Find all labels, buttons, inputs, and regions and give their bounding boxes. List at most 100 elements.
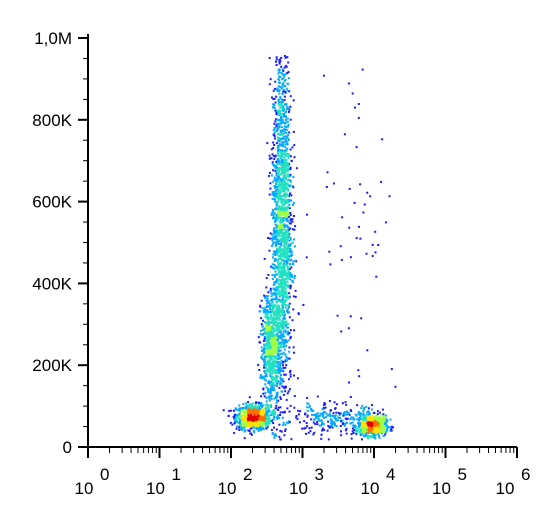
data-point <box>285 163 288 166</box>
data-point <box>264 361 267 364</box>
data-point <box>306 213 309 216</box>
data-point <box>249 406 252 409</box>
data-point <box>386 425 389 428</box>
data-point <box>306 402 309 405</box>
data-point <box>358 418 360 421</box>
data-point <box>273 311 276 314</box>
data-point <box>265 332 268 335</box>
data-point <box>269 354 272 357</box>
data-point <box>365 413 368 416</box>
data-point <box>270 292 273 295</box>
data-point <box>278 435 281 438</box>
data-point <box>273 345 276 348</box>
data-point <box>281 161 284 164</box>
data-point <box>283 282 286 285</box>
data-point <box>276 152 279 155</box>
data-point <box>306 406 309 409</box>
data-point <box>266 309 268 312</box>
data-point <box>362 416 365 419</box>
data-point <box>282 360 285 363</box>
data-point <box>281 411 284 414</box>
data-point <box>264 306 267 309</box>
data-point <box>288 239 291 242</box>
data-point <box>287 153 290 156</box>
data-point <box>339 425 342 427</box>
data-point <box>273 198 276 200</box>
data-point <box>275 286 278 289</box>
data-point <box>276 168 279 171</box>
data-point <box>282 207 285 210</box>
data-point <box>272 133 275 136</box>
data-point <box>286 326 289 329</box>
data-point <box>286 195 289 197</box>
data-point <box>286 211 289 214</box>
data-point <box>277 109 280 112</box>
data-point <box>286 117 289 120</box>
data-point <box>340 258 343 261</box>
data-point <box>282 366 285 369</box>
data-point <box>286 108 289 110</box>
data-point <box>310 418 313 421</box>
data-point <box>312 421 315 424</box>
data-point <box>265 336 268 339</box>
data-point <box>344 417 347 420</box>
y-tick-label: 400K <box>32 274 72 293</box>
data-point <box>344 413 347 416</box>
data-point <box>293 395 296 397</box>
data-point <box>261 328 264 331</box>
data-point <box>288 108 291 111</box>
data-point <box>277 119 280 122</box>
data-point <box>278 180 281 183</box>
data-point <box>264 354 267 357</box>
data-point <box>374 420 377 423</box>
data-point <box>293 406 296 409</box>
data-point <box>230 409 233 412</box>
data-point <box>287 296 290 299</box>
data-point <box>261 333 264 335</box>
data-point <box>328 414 331 417</box>
data-point <box>272 326 275 329</box>
data-point <box>270 213 273 216</box>
data-point <box>246 404 249 407</box>
data-point <box>287 245 290 248</box>
data-point <box>263 350 266 353</box>
data-point <box>307 431 310 434</box>
data-point <box>277 167 280 169</box>
data-point <box>367 407 370 410</box>
data-point <box>286 153 289 155</box>
data-point <box>274 291 277 294</box>
data-point <box>293 275 296 277</box>
data-point <box>270 157 273 160</box>
data-point <box>263 362 266 365</box>
data-point <box>275 310 278 313</box>
data-point <box>270 398 273 400</box>
data-point <box>276 301 279 303</box>
data-point <box>280 304 283 306</box>
data-point <box>291 218 294 221</box>
data-point <box>288 207 291 210</box>
data-point <box>289 373 292 376</box>
data-point <box>269 380 272 383</box>
data-point <box>320 437 323 440</box>
data-point <box>267 420 270 423</box>
data-point <box>268 339 271 342</box>
data-point <box>281 313 284 316</box>
data-point <box>371 433 374 436</box>
data-point <box>357 412 360 415</box>
data-point <box>275 183 278 185</box>
data-point <box>380 414 383 417</box>
data-point <box>265 427 268 430</box>
data-point <box>347 82 350 85</box>
data-point <box>277 227 280 230</box>
data-point <box>257 336 260 339</box>
data-point <box>268 399 271 402</box>
data-point <box>243 418 246 421</box>
data-point <box>288 200 291 203</box>
y-tick-label: 600K <box>32 193 72 212</box>
data-point <box>322 423 325 425</box>
data-point <box>278 318 281 321</box>
data-point <box>286 193 289 196</box>
data-point <box>245 419 248 421</box>
data-point <box>279 275 281 278</box>
data-point <box>278 170 281 173</box>
